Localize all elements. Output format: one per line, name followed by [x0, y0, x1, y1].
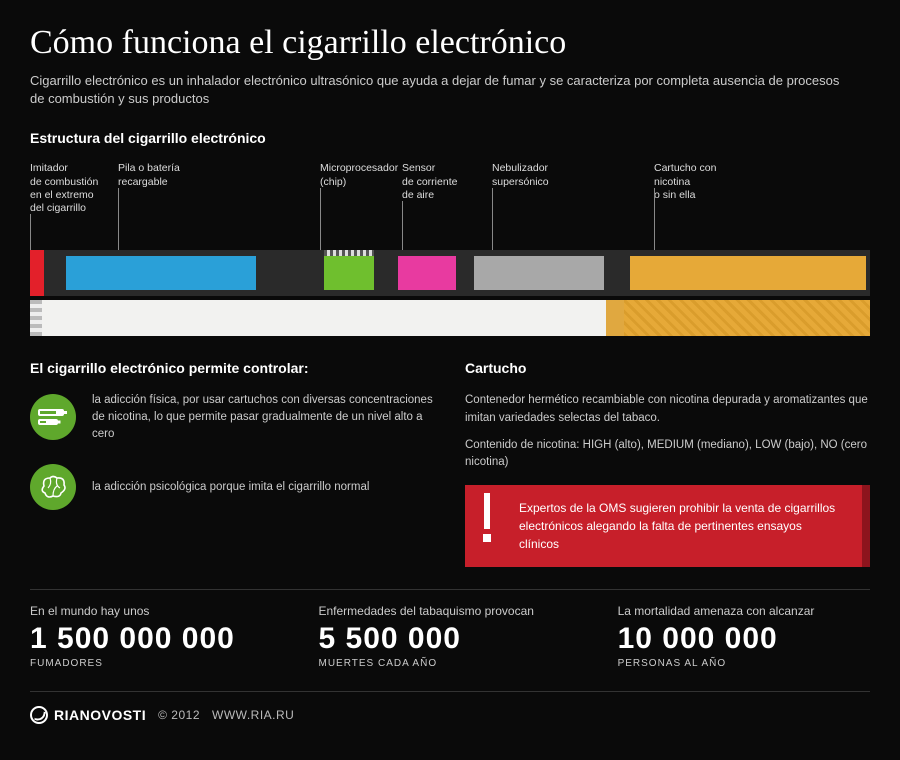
cig-band — [606, 300, 624, 336]
footer-url: WWW.RIA.RU — [212, 708, 294, 722]
component-label-cartridge: Cartucho con nicotinao sin ella — [654, 162, 754, 201]
component-labels-row: Imitadorde combustiónen el extremodel ci… — [30, 162, 870, 250]
component-label-tip: Imitadorde combustiónen el extremodel ci… — [30, 162, 130, 215]
stat-value: 1 500 000 000 — [30, 622, 290, 656]
stat-smokers: En el mundo hay unos 1 500 000 000 FUMAD… — [30, 604, 290, 669]
cig-paper — [42, 300, 606, 336]
page-subtitle: Cigarrillo electrónico es un inhalador e… — [30, 72, 850, 108]
footer-brand: RIANOVOSTI — [54, 707, 146, 723]
ecig-part-battery — [66, 256, 256, 290]
stat-intro: En el mundo hay unos — [30, 604, 290, 618]
ecig-part-cartridge — [630, 256, 866, 290]
ecig-part-tip — [30, 250, 44, 296]
stat-value: 5 500 000 — [318, 622, 589, 656]
cartridge-desc-1: Contenedor hermético recambiable con nic… — [465, 392, 870, 427]
stat-unit: PERSONAS AL AÑO — [618, 658, 870, 669]
stat-deaths: Enfermedades del tabaquismo provocan 5 5… — [318, 604, 589, 669]
stat-value: 10 000 000 — [618, 622, 870, 656]
infographic-root: Cómo funciona el cigarrillo electrónico … — [0, 0, 900, 738]
structure-heading: Estructura del cigarrillo electrónico — [30, 130, 870, 146]
stat-unit: MUERTES CADA AÑO — [318, 658, 589, 669]
control-point-physical-text: la adicción física, por usar cartuchos c… — [92, 392, 435, 442]
footer-divider — [30, 691, 870, 692]
ecig-part-chip — [324, 256, 374, 290]
control-point-physical: la adicción física, por usar cartuchos c… — [30, 392, 435, 442]
cartridge-heading: Cartucho — [465, 360, 870, 376]
cartridge-desc-2: Contenido de nicotina: HIGH (alto), MEDI… — [465, 437, 870, 472]
stats-divider — [30, 589, 870, 590]
exclamation-icon — [483, 493, 491, 542]
real-cigarette-reference — [30, 300, 870, 336]
ecig-part-nebulizer — [474, 256, 604, 290]
footer: RIANOVOSTI © 2012 WWW.RIA.RU — [30, 706, 870, 724]
rianovosti-logo-icon — [30, 706, 48, 724]
component-label-battery: Pila o bateríarecargable — [118, 162, 218, 188]
stats-row: En el mundo hay unos 1 500 000 000 FUMAD… — [30, 604, 870, 669]
brain-icon — [30, 464, 76, 510]
two-column-section: El cigarrillo electrónico permite contro… — [30, 360, 870, 567]
rianovosti-logo: RIANOVOSTI — [30, 706, 146, 724]
stat-unit: FUMADORES — [30, 658, 290, 669]
who-warning-box: Expertos de la OMS sugieren prohibir la … — [465, 485, 870, 567]
control-point-psychological-text: la adicción psicológica porque imita el … — [92, 479, 369, 496]
battery-level-icon — [30, 394, 76, 440]
ecig-diagram: Imitadorde combustiónen el extremodel ci… — [30, 162, 870, 342]
component-label-sensor: Sensorde corrientede aire — [402, 162, 502, 201]
footer-copyright: © 2012 — [158, 708, 200, 722]
cartridge-column: Cartucho Contenedor hermético recambiabl… — [465, 360, 870, 567]
stat-mortality: La mortalidad amenaza con alcanzar 10 00… — [618, 604, 870, 669]
control-point-psychological: la adicción psicológica porque imita el … — [30, 464, 435, 510]
ecig-part-sensor — [398, 256, 456, 290]
component-label-nebulizer: Nebulizadorsupersónico — [492, 162, 592, 188]
control-heading: El cigarrillo electrónico permite contro… — [30, 360, 435, 376]
page-title: Cómo funciona el cigarrillo electrónico — [30, 24, 870, 62]
who-warning-text: Expertos de la OMS sugieren prohibir la … — [519, 501, 835, 551]
stat-intro: Enfermedades del tabaquismo provocan — [318, 604, 589, 618]
stat-intro: La mortalidad amenaza con alcanzar — [618, 604, 870, 618]
ecig-cross-section — [30, 250, 870, 296]
control-column: El cigarrillo electrónico permite contro… — [30, 360, 435, 567]
cig-ash — [30, 300, 42, 336]
cig-filter — [624, 300, 870, 336]
